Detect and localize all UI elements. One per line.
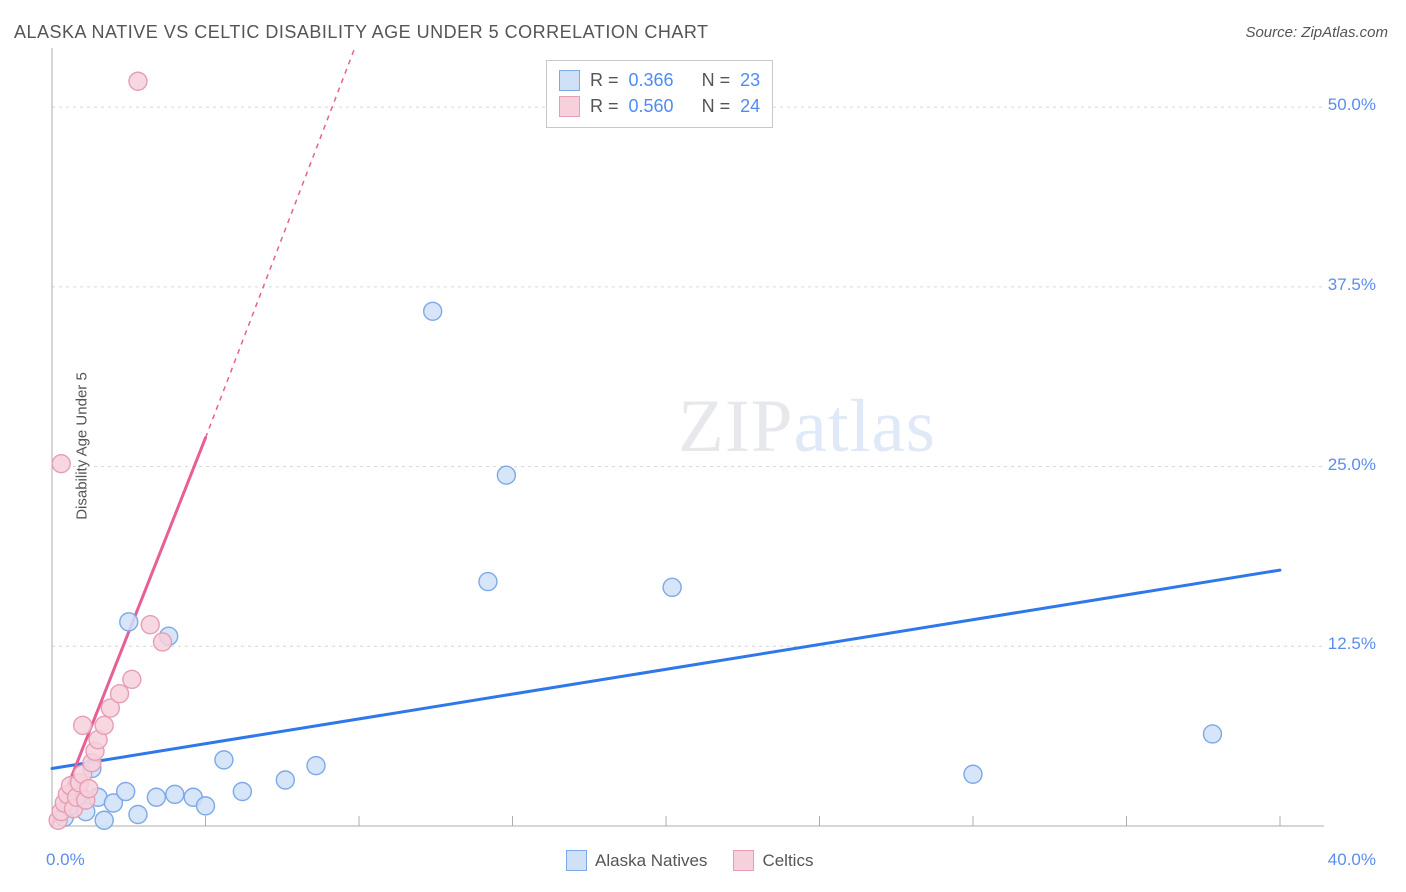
stats-box: R = 0.366 N = 23 R = 0.560 N = 24 <box>546 60 773 128</box>
legend-label-celtics: Celtics <box>762 851 813 871</box>
legend-item-celtics: Celtics <box>733 850 813 871</box>
stats-row-1: R = 0.560 N = 24 <box>559 93 760 119</box>
chart-title: ALASKA NATIVE VS CELTIC DISABILITY AGE U… <box>14 22 709 43</box>
legend-label-alaska: Alaska Natives <box>595 851 707 871</box>
stats-swatch-blue <box>559 70 580 91</box>
source-attribution: Source: ZipAtlas.com <box>1245 24 1388 41</box>
legend-swatch-blue <box>566 850 587 871</box>
chart-container: ALASKA NATIVE VS CELTIC DISABILITY AGE U… <box>0 0 1406 892</box>
y-tick-label: 12.5% <box>1306 634 1376 654</box>
stats-r-label-1: R = <box>590 93 619 119</box>
stats-row-0: R = 0.366 N = 23 <box>559 67 760 93</box>
y-tick-label: 37.5% <box>1306 275 1376 295</box>
stats-n-label-0: N = <box>702 67 731 93</box>
stats-n-label-1: N = <box>702 93 731 119</box>
x-origin-label: 0.0% <box>46 850 85 870</box>
plot-area <box>46 48 1326 836</box>
stats-swatch-pink <box>559 96 580 117</box>
stats-n-value-0: 23 <box>740 67 760 93</box>
y-tick-label: 25.0% <box>1306 455 1376 475</box>
bottom-legend: Alaska Natives Celtics <box>566 850 813 871</box>
x-end-label: 40.0% <box>1328 850 1376 870</box>
stats-r-value-0: 0.366 <box>629 67 674 93</box>
legend-item-alaska: Alaska Natives <box>566 850 707 871</box>
scatter-plot-svg <box>46 48 1326 836</box>
stats-r-value-1: 0.560 <box>629 93 674 119</box>
y-tick-label: 50.0% <box>1306 95 1376 115</box>
legend-swatch-pink <box>733 850 754 871</box>
stats-n-value-1: 24 <box>740 93 760 119</box>
stats-r-label-0: R = <box>590 67 619 93</box>
